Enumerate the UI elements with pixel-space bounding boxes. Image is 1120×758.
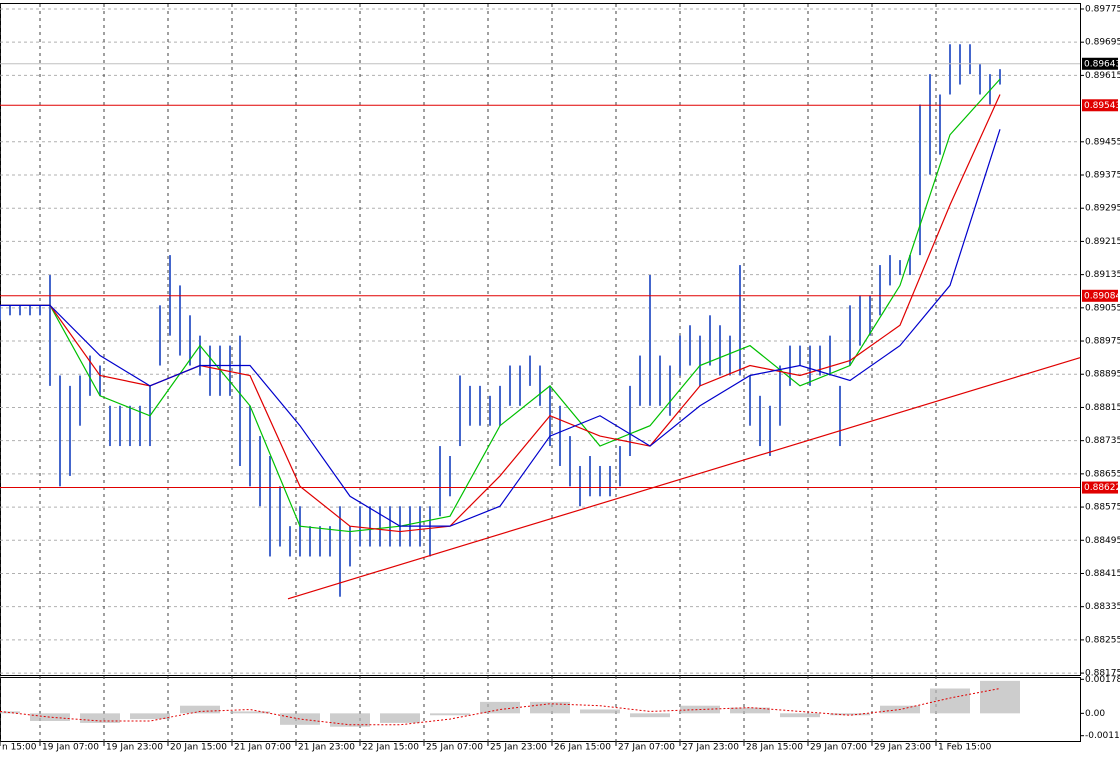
x-tick-label: 29 Jan 23:00: [874, 743, 931, 753]
osc-bar: [630, 713, 670, 718]
price-tag-label: 0.89643: [1084, 59, 1120, 69]
osc-bar: [30, 713, 70, 721]
price-tag: [1082, 481, 1118, 494]
price-tag: [1082, 99, 1118, 112]
y-tick-label: 0.88255: [1085, 635, 1120, 645]
y-tick-label: 0.88575: [1085, 503, 1120, 513]
x-tick-label: 19 Jan 23:00: [106, 743, 163, 753]
y-tick-label: 0.88335: [1085, 602, 1120, 612]
x-tick-label: 20 Jan 15:00: [170, 743, 227, 753]
osc-bar: [580, 709, 620, 714]
osc-bar: [280, 713, 320, 725]
trendline: [287, 357, 1081, 600]
x-tick-label: 21 Jan 23:00: [298, 743, 355, 753]
osc-bar: [130, 713, 170, 720]
y-tick-label: -0.00117: [1085, 731, 1120, 741]
x-tick-label: 29 Jan 07:00: [810, 743, 867, 753]
osc-bar: [930, 688, 970, 714]
osc-bar: [380, 713, 420, 723]
price-tag: [1082, 289, 1118, 302]
osc-bar: [0, 711, 20, 714]
x-tick-label: 27 Jan 23:00: [682, 743, 739, 753]
main-frame: [0, 3, 1081, 676]
price-tag-label: 0.89543: [1084, 101, 1120, 111]
y-tick-label: 0.88495: [1085, 536, 1120, 546]
x-tick-label: 21 Jan 07:00: [234, 743, 291, 753]
x-tick-label: 22 Jan 15:00: [362, 743, 419, 753]
osc-bar: [430, 713, 470, 716]
y-tick-label: 0.00178: [1085, 675, 1120, 685]
y-tick-label: 0.88975: [1085, 337, 1120, 347]
osc-bar: [80, 713, 120, 723]
y-tick-label: 0.89455: [1085, 137, 1120, 147]
osc-bar: [480, 701, 520, 714]
y-tick-label: 0.88895: [1085, 370, 1120, 380]
moving-average: [0, 78, 1001, 533]
x-tick-label: 19 Jan 07:00: [42, 743, 99, 753]
osc-bar: [180, 705, 220, 714]
osc-bar: [330, 713, 370, 727]
x-tick-label: 28 Jan 15:00: [746, 743, 803, 753]
osc-bar: [780, 713, 820, 718]
y-tick-label: 0.00: [1085, 709, 1105, 719]
y-tick-label: 0.88175: [1085, 669, 1120, 679]
y-tick-label: 0.88655: [1085, 469, 1120, 479]
x-tick-label: n 15:00: [2, 743, 37, 753]
osc-bar: [530, 701, 570, 714]
price-tag-label: 0.89084: [1084, 291, 1120, 301]
osc-bar: [730, 707, 770, 714]
y-tick-label: 0.89615: [1085, 71, 1120, 81]
x-tick-label: 25 Jan 23:00: [490, 743, 547, 753]
x-tick-label: 26 Jan 15:00: [554, 743, 611, 753]
x-tick-label: 27 Jan 07:00: [618, 743, 675, 753]
y-tick-label: 0.89375: [1085, 171, 1120, 181]
price-tag-label: 0.88622: [1084, 483, 1120, 493]
oscillator-frame: [0, 677, 1081, 742]
moving-average: [0, 129, 1001, 527]
y-tick-label: 0.88415: [1085, 569, 1120, 579]
y-tick-label: 0.89055: [1085, 303, 1120, 313]
y-tick-label: 0.89295: [1085, 204, 1120, 214]
y-tick-label: 0.89695: [1085, 38, 1120, 48]
price-tag: [1082, 57, 1118, 70]
osc-bar: [980, 680, 1020, 714]
y-tick-label: 0.88815: [1085, 403, 1120, 413]
y-tick-label: 0.89135: [1085, 270, 1120, 280]
x-tick-label: 25 Jan 07:00: [426, 743, 483, 753]
y-tick-label: 0.89775: [1085, 4, 1120, 14]
x-tick-label: 1 Feb 15:00: [938, 743, 992, 753]
y-tick-label: 0.88735: [1085, 436, 1120, 446]
y-tick-label: 0.89215: [1085, 237, 1120, 247]
osc-bar: [230, 711, 270, 714]
osc-bar: [830, 713, 870, 716]
